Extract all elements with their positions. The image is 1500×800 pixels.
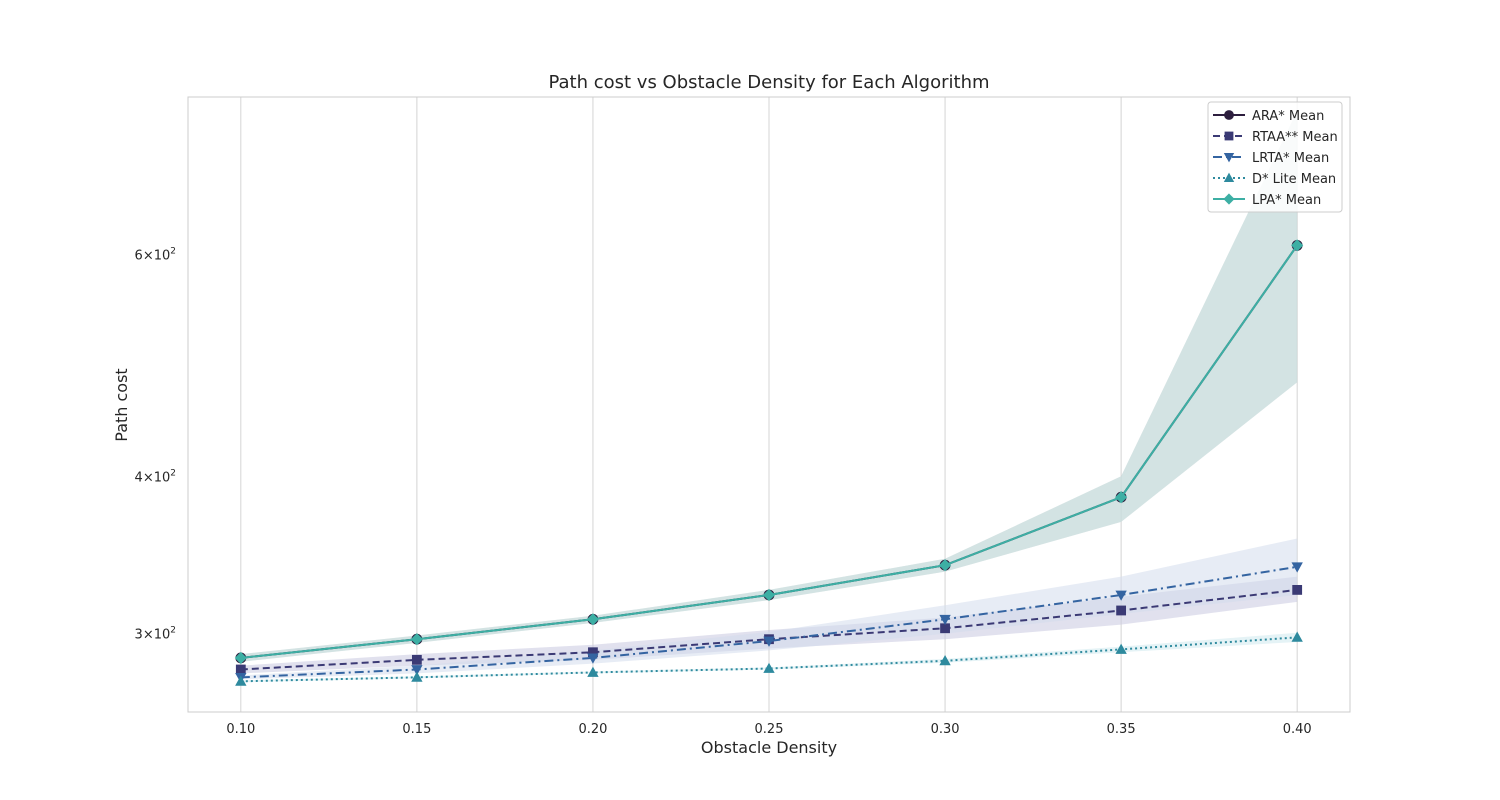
legend-item: D* Lite Mean — [1213, 172, 1336, 187]
series — [235, 562, 1303, 684]
data-point — [938, 559, 952, 572]
data-point — [1115, 491, 1128, 504]
data-point — [763, 636, 775, 647]
data-point — [1115, 643, 1127, 654]
x-tick-label: 0.20 — [578, 722, 607, 737]
series-lines — [234, 239, 1304, 686]
legend-label: ARA* Mean — [1252, 109, 1324, 124]
data-point — [411, 665, 423, 676]
x-tick-label: 0.30 — [931, 722, 960, 737]
series — [235, 631, 1303, 686]
x-tick-label: 0.15 — [402, 722, 431, 737]
y-tick-label: 3×102 — [135, 626, 176, 643]
y-axis-label: Path cost — [112, 368, 131, 441]
x-tick-label: 0.35 — [1107, 722, 1136, 737]
chart-title: Path cost vs Obstacle Density for Each A… — [548, 72, 989, 93]
y-tick-label: 6×102 — [135, 246, 176, 263]
data-point — [1115, 590, 1127, 601]
data-point — [939, 654, 951, 666]
x-axis-label: Obstacle Density — [701, 738, 837, 757]
confidence-band — [240, 110, 1298, 662]
data-point — [235, 664, 246, 675]
data-point — [1224, 110, 1234, 120]
legend-item: LRTA* Mean — [1213, 151, 1329, 166]
data-point — [234, 651, 247, 665]
data-point — [235, 675, 247, 686]
y-tick-labels: 3×102 4×102 6×102 — [135, 246, 176, 642]
data-point — [762, 588, 776, 602]
x-tick-label: 0.40 — [1283, 722, 1312, 737]
data-point — [1291, 562, 1303, 573]
data-point — [1223, 193, 1235, 205]
x-tick-labels: 0.10 0.15 0.20 0.25 0.30 0.35 0.40 — [226, 722, 1311, 737]
data-point — [411, 671, 423, 682]
data-point — [1116, 605, 1127, 616]
legend-item: LPA* Mean — [1213, 193, 1321, 208]
data-point — [1291, 631, 1303, 642]
legend-label: LRTA* Mean — [1252, 151, 1329, 166]
legend-item: RTAA** Mean — [1213, 130, 1338, 145]
data-point — [1291, 239, 1304, 252]
data-point — [1223, 152, 1235, 163]
data-point — [1224, 131, 1234, 141]
legend-label: RTAA** Mean — [1252, 130, 1338, 145]
data-point — [410, 633, 423, 646]
legend-label: LPA* Mean — [1252, 193, 1321, 208]
legend-box — [1207, 101, 1343, 213]
plot-frame — [187, 96, 1351, 713]
confidence-band — [240, 538, 1298, 680]
data-point — [763, 662, 775, 673]
data-point — [586, 613, 600, 626]
data-point — [587, 653, 599, 664]
x-tick-label: 0.10 — [226, 722, 255, 737]
data-point — [1292, 584, 1303, 595]
legend-item: ARA* Mean — [1213, 109, 1324, 124]
data-point — [587, 666, 599, 677]
series — [234, 239, 1304, 665]
data-point — [939, 614, 951, 626]
data-point — [1223, 172, 1235, 183]
data-point — [411, 654, 422, 665]
legend: ARA* Mean RTAA** Mean LRTA* Mean D* Lite Me… — [1207, 101, 1343, 213]
y-tick-label: 4×102 — [135, 468, 176, 485]
legend-label: D* Lite Mean — [1252, 172, 1336, 187]
x-tick-label: 0.25 — [755, 722, 784, 737]
